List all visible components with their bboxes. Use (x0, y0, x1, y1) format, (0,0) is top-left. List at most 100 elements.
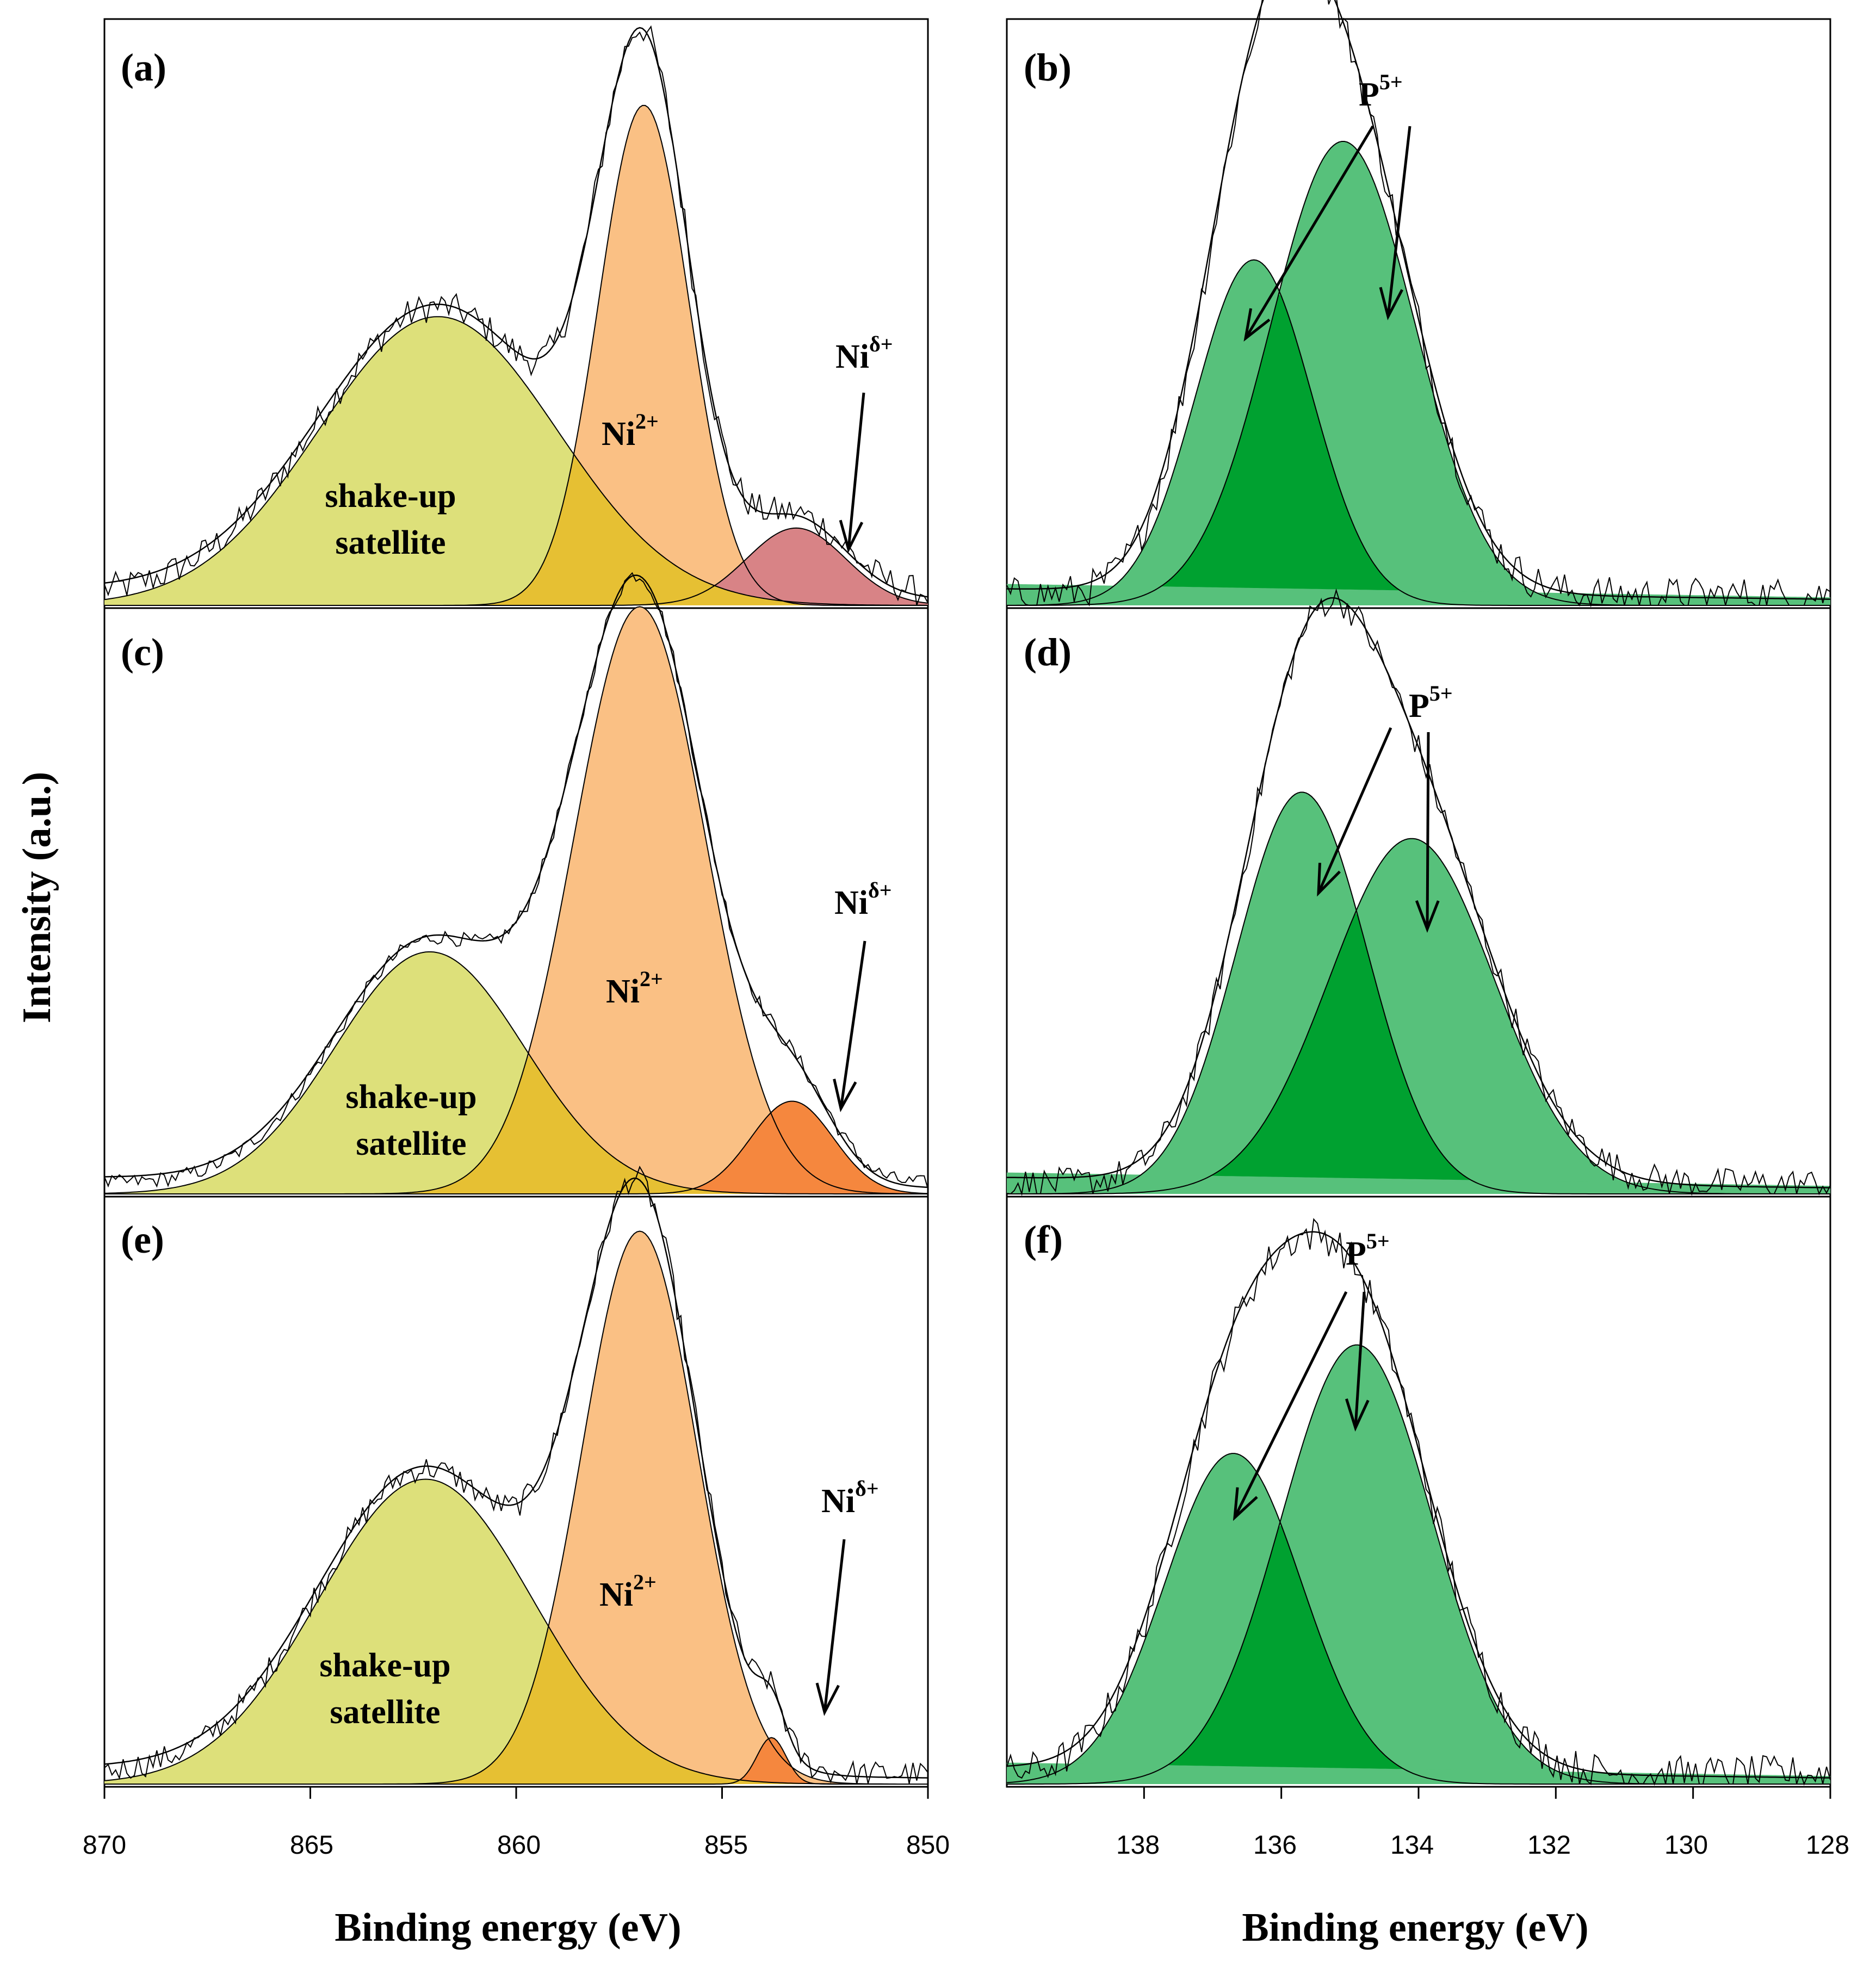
arrow-head (833, 1079, 857, 1112)
component-curve (1007, 838, 1830, 1194)
annotation-arrow (1244, 125, 1375, 339)
panel-c (103, 572, 929, 1198)
x-axis-label-left: Binding energy (eV) (335, 1905, 681, 1950)
peak-fill-p5-1 (1007, 1345, 1830, 1784)
peak-fill-ni-delta (104, 528, 928, 605)
raw-spectrum (104, 572, 928, 1190)
tick-label: 865 (290, 1831, 333, 1860)
component-curve (104, 1100, 928, 1194)
p5-label-d: P5+ (1409, 681, 1453, 725)
satellite-label-e-line1: shake-up (319, 1647, 450, 1684)
peak-fill-satellite (104, 317, 928, 605)
nid-label-e: Niδ+ (821, 1476, 879, 1520)
satellite-label-a-line2: satellite (335, 524, 445, 561)
y-axis-label: Intensity (a.u.) (15, 772, 59, 1024)
x-axis-label-right: Binding energy (eV) (1242, 1905, 1588, 1950)
component-curve (1007, 141, 1830, 606)
arrow-head (1379, 287, 1404, 320)
component-curve (1007, 791, 1830, 1194)
panel-label-b: (b) (1024, 46, 1072, 89)
peak-overlap (1007, 912, 1830, 1194)
peak-overlap (1007, 294, 1830, 605)
background-fill (1007, 584, 1830, 605)
ni2-label-e: Ni2+ (599, 1570, 657, 1613)
annotation-arrow (1233, 1291, 1348, 1519)
raw-spectrum (104, 25, 928, 606)
tick-label: 138 (1116, 1831, 1160, 1860)
annotation-arrow (847, 392, 865, 550)
peak-fill-satellite (104, 952, 928, 1194)
satellite-label-c-line1: shake-up (345, 1079, 476, 1116)
ni2-label-a: Ni2+ (602, 409, 659, 453)
panel-b (1006, 0, 1831, 609)
peak-fill-p5-0 (1007, 1453, 1830, 1784)
raw-spectrum (1006, 1218, 1831, 1786)
panel-label-d: (d) (1024, 630, 1072, 674)
satellite-label-a-line1: shake-up (325, 478, 456, 515)
tick-label: 850 (906, 1831, 950, 1860)
peak-fill-ni2 (104, 606, 928, 1194)
panel-d (1006, 588, 1831, 1198)
nid-label-a: Niδ+ (835, 332, 893, 375)
annotation-arrow (1386, 126, 1411, 317)
raw-spectrum (1006, 0, 1831, 608)
arrow-head (1233, 1487, 1258, 1521)
peak-overlap (104, 1055, 928, 1194)
panel-label-c: (c) (121, 630, 164, 674)
arrow-head (815, 1682, 840, 1716)
tick-label: 128 (1806, 1831, 1849, 1860)
component-curve (104, 1478, 928, 1785)
annotation-arrow (1426, 732, 1430, 930)
envelope-curve (1007, 597, 1830, 1188)
component-curve (104, 316, 928, 606)
peak-fill-satellite (104, 1479, 928, 1784)
panel-label-f: (f) (1024, 1218, 1063, 1261)
annotation-arrow (1317, 727, 1392, 894)
arrow-head (839, 519, 864, 553)
arrow-head (1243, 308, 1271, 342)
nid-label-c: Niδ+ (834, 878, 892, 921)
peak-fill-ni-delta (104, 1101, 928, 1194)
background-fill (1007, 1172, 1830, 1194)
panel-label-e: (e) (121, 1218, 164, 1261)
annotation-arrow (1354, 1291, 1366, 1428)
x-ticks-right: 138 136 134 132 130 128 (1116, 1831, 1849, 1860)
p5-label-b: P5+ (1359, 70, 1403, 113)
satellite-label-c-line2: satellite (356, 1125, 466, 1162)
arrow-head (1345, 1398, 1370, 1432)
peak-fill-p5-1 (1007, 838, 1830, 1194)
panel-a (103, 18, 929, 609)
panel-f (1006, 1196, 1831, 1799)
p5-label-f: P5+ (1346, 1229, 1390, 1272)
tick-label: 130 (1664, 1831, 1708, 1860)
peak-overlap (1007, 1525, 1830, 1784)
component-curve (104, 527, 928, 606)
peak-overlap (104, 1627, 928, 1784)
tick-label: 132 (1527, 1831, 1571, 1860)
satellite-label-e-line2: satellite (330, 1694, 440, 1731)
arrow-head (1317, 863, 1341, 897)
tick-label: 136 (1253, 1831, 1297, 1860)
ni2-label-c: Ni2+ (606, 967, 663, 1010)
background-fill (1007, 1762, 1830, 1784)
tick-label: 870 (83, 1831, 126, 1860)
peak-fill-p5-0 (1007, 792, 1830, 1194)
annotation-arrow (839, 940, 866, 1109)
tick-label: 860 (497, 1831, 541, 1860)
tick-label: 855 (704, 1831, 748, 1860)
annotation-arrow (823, 1539, 846, 1713)
x-ticks-left: 870 865 860 855 850 (83, 1831, 950, 1860)
raw-spectrum (1006, 588, 1831, 1196)
panel-e (103, 1166, 929, 1799)
peak-fill-p5-1 (1007, 141, 1830, 605)
peak-fill-ni2 (104, 1231, 928, 1784)
panels (103, 0, 1831, 1799)
panel-label-a: (a) (121, 46, 166, 89)
tick-label: 134 (1390, 1831, 1434, 1860)
peak-fill-ni-delta (104, 1737, 928, 1784)
arrow-head (1415, 900, 1440, 933)
component-curve (1007, 1344, 1830, 1785)
raw-spectrum (104, 1166, 928, 1785)
component-curve (104, 951, 928, 1194)
